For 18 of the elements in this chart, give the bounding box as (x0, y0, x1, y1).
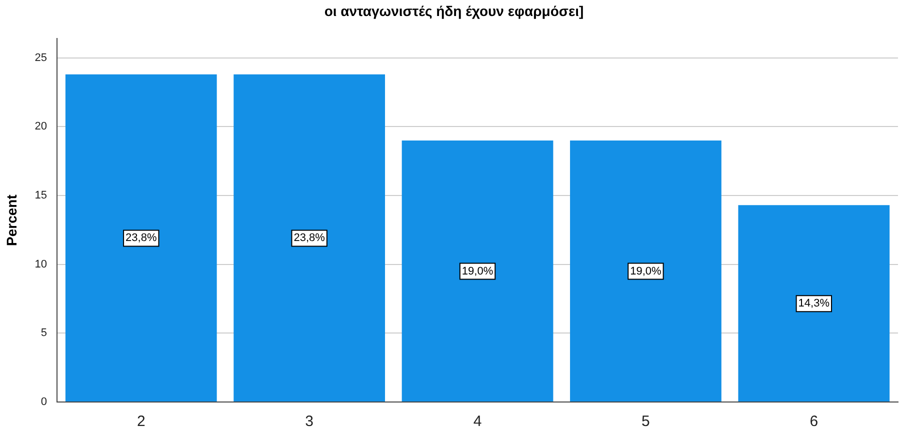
data-label: 23,8% (126, 232, 157, 244)
y-tick-label: 15 (34, 190, 48, 202)
x-tick-label: 5 (642, 413, 650, 430)
x-tick-label: 3 (305, 413, 314, 430)
data-label: 23,8% (294, 232, 326, 244)
data-label: 19,0% (630, 265, 662, 278)
y-tick-label: 0 (40, 396, 48, 408)
y-tick-label: 5 (40, 327, 48, 340)
y-axis-title: Percent (3, 194, 20, 246)
chart-title: οι ανταγωνιστές ήδη έχουν εφαρμόσει] (323, 2, 585, 21)
y-tick-label: 10 (34, 258, 48, 270)
data-label: 14,3% (798, 298, 830, 310)
x-tick-label: 2 (136, 413, 146, 430)
x-tick-label: 4 (473, 413, 482, 430)
data-label: 19,0% (462, 265, 494, 278)
y-tick-label: 25 (34, 52, 48, 64)
y-tick-label: 20 (34, 120, 48, 133)
x-tick-label: 6 (810, 413, 818, 430)
